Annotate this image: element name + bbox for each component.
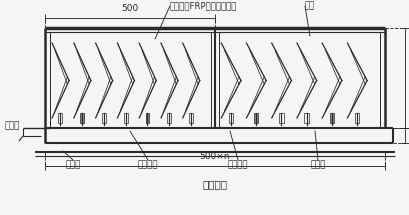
Text: 骨架: 骨架 xyxy=(304,2,315,11)
Text: 防雨板（FRP或彩色钓板）: 防雨板（FRP或彩色钓板） xyxy=(170,2,237,11)
Bar xyxy=(253,113,258,123)
Bar xyxy=(329,113,333,123)
Bar xyxy=(354,113,358,123)
Bar xyxy=(102,113,106,123)
Bar xyxy=(80,113,84,123)
Text: 屋面板: 屋面板 xyxy=(65,160,81,169)
Text: 天窗基座: 天窗基座 xyxy=(137,160,158,169)
Bar xyxy=(145,113,149,123)
Text: 洞口长度: 洞口长度 xyxy=(202,179,227,189)
Bar xyxy=(167,113,171,123)
Text: 500×n: 500×n xyxy=(199,152,230,161)
Text: 集水槽: 集水槽 xyxy=(310,160,325,169)
Bar xyxy=(279,113,283,123)
Text: 500: 500 xyxy=(121,4,138,13)
Bar xyxy=(228,113,233,123)
Bar xyxy=(303,113,308,123)
Bar xyxy=(58,113,62,123)
Text: 电动阀板: 电动阀板 xyxy=(227,160,247,169)
Bar xyxy=(189,113,193,123)
Bar xyxy=(124,113,127,123)
Text: 泛水板: 泛水板 xyxy=(4,121,20,131)
